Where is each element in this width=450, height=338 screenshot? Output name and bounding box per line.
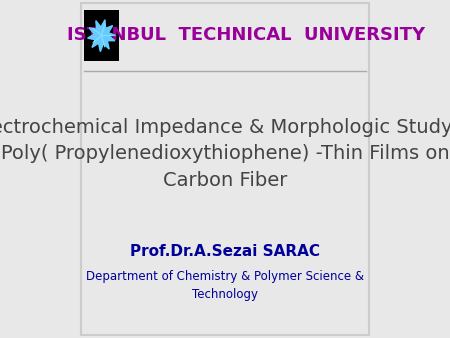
Polygon shape: [88, 20, 116, 52]
Text: Prof.Dr.A.Sezai SARAC: Prof.Dr.A.Sezai SARAC: [130, 244, 320, 259]
Text: Electrochemical Impedance & Morphologic Study of
Poly( Propylenedioxythiophene) : Electrochemical Impedance & Morphologic …: [0, 118, 450, 190]
Bar: [84, 10, 119, 61]
Text: Department of Chemistry & Polymer Science &
Technology: Department of Chemistry & Polymer Scienc…: [86, 270, 364, 301]
FancyBboxPatch shape: [81, 3, 369, 335]
Text: ISTANBUL  TECHNICAL  UNIVERSITY: ISTANBUL TECHNICAL UNIVERSITY: [67, 26, 425, 45]
